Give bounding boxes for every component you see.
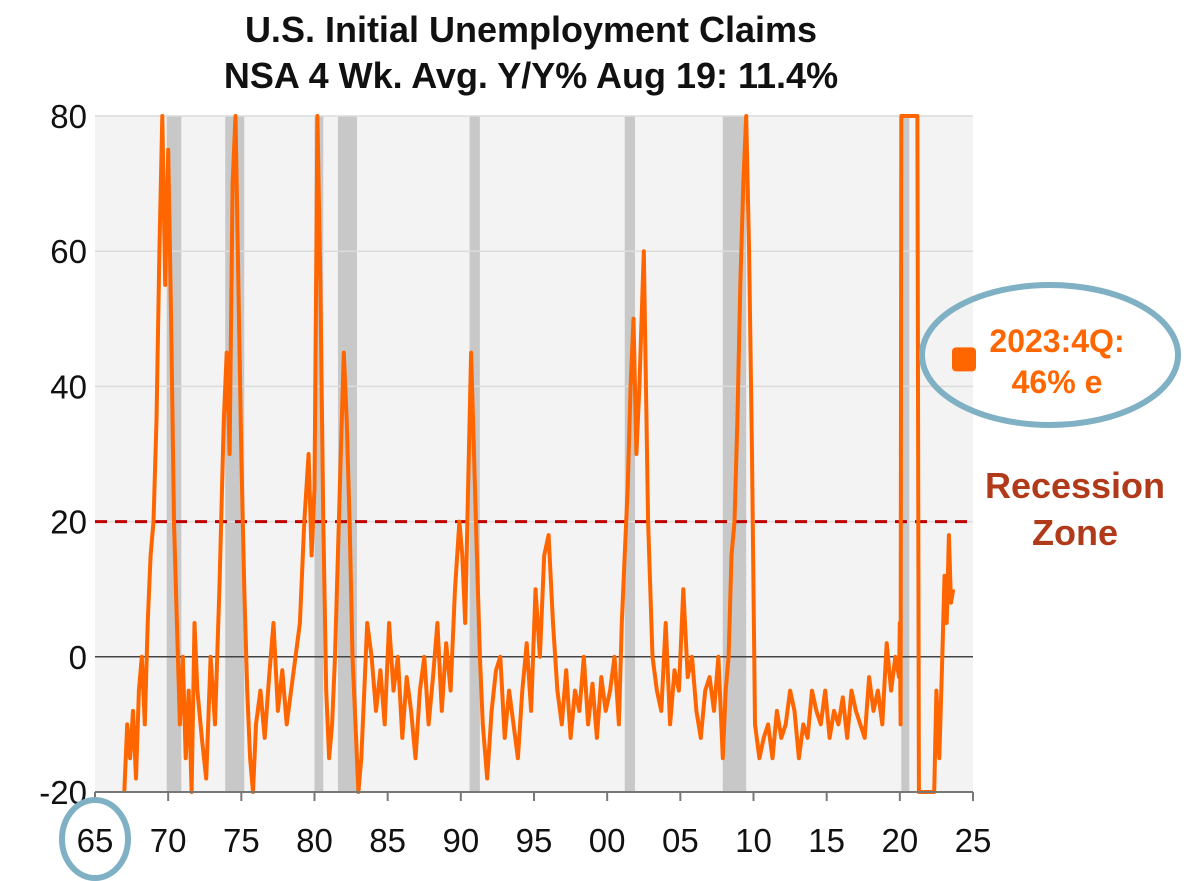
chart-title-line2: NSA 4 Wk. Avg. Y/Y% Aug 19: 11.4% bbox=[224, 55, 838, 96]
x-tick-label: 95 bbox=[516, 822, 553, 859]
y-tick-label: 0 bbox=[69, 639, 87, 676]
recession-band bbox=[901, 116, 910, 792]
y-tick-label: 80 bbox=[50, 98, 87, 135]
series-line bbox=[122, 114, 956, 794]
x-axis-ticks bbox=[94, 792, 974, 801]
x-axis-labels: 65 70 75 80 85 90 95 00 05 10 15 20 25 bbox=[77, 822, 992, 859]
x-tick-label: 25 bbox=[955, 822, 992, 859]
y-tick-label: 20 bbox=[50, 504, 87, 541]
x-tick-label: 00 bbox=[589, 822, 626, 859]
x-tick-label: 85 bbox=[369, 822, 406, 859]
x-tick-label: 05 bbox=[662, 822, 699, 859]
x-tick-label: 15 bbox=[808, 822, 845, 859]
estimate-marker bbox=[952, 347, 976, 372]
chart-title-line1: U.S. Initial Unemployment Claims bbox=[245, 9, 817, 50]
estimate-label-line2: 46% e bbox=[1012, 364, 1103, 400]
x-tick-label: 70 bbox=[150, 822, 187, 859]
y-tick-label: 60 bbox=[50, 233, 87, 270]
recession-zone-label-line1: Recession bbox=[985, 465, 1165, 506]
recession-band bbox=[314, 116, 324, 792]
estimate-label-line1: 2023:4Q: bbox=[989, 323, 1124, 359]
x-tick-label: 90 bbox=[442, 822, 479, 859]
x-tick-label: 75 bbox=[223, 822, 260, 859]
x-tick-label: 65 bbox=[77, 822, 114, 859]
x-tick-highlight-circle bbox=[59, 797, 131, 881]
recession-zone-label-line2: Zone bbox=[1032, 512, 1118, 553]
x-tick-label: 80 bbox=[296, 822, 333, 859]
estimate-callout-ellipse bbox=[919, 282, 1181, 428]
y-tick-label: 40 bbox=[50, 368, 87, 405]
x-tick-label: 10 bbox=[735, 822, 772, 859]
x-tick-label: 20 bbox=[881, 822, 918, 859]
